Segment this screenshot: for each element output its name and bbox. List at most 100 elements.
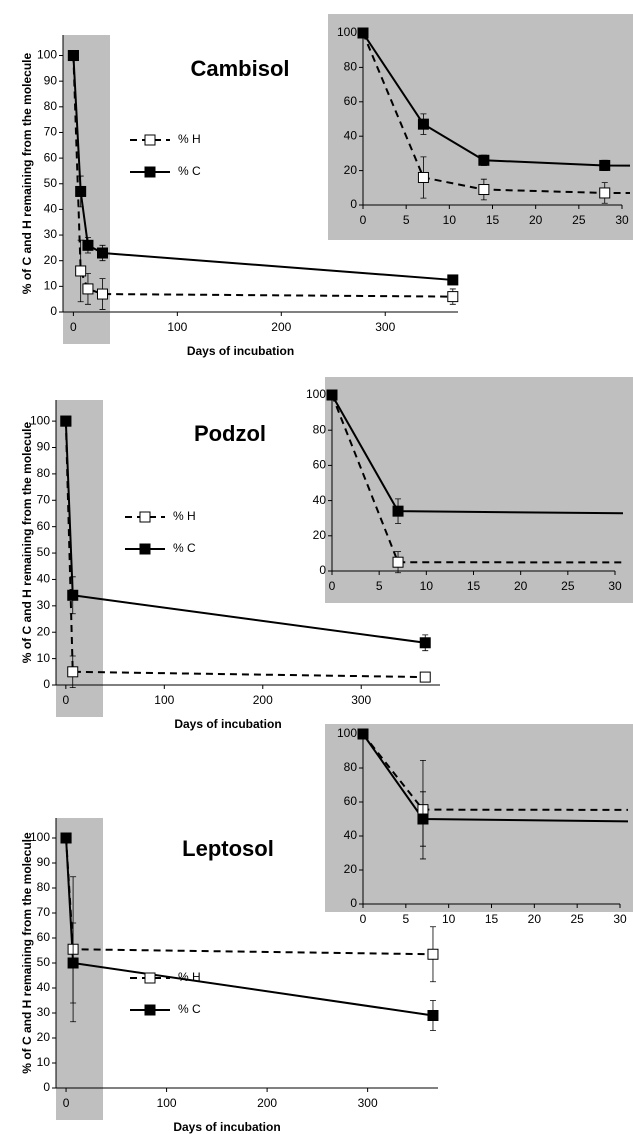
marker xyxy=(75,185,87,197)
y-tick-label: 90 xyxy=(44,73,58,87)
chart: 0 20 40 60 80 100 0 5 10 15 20 25 30 xyxy=(328,14,633,240)
legend-label: % C xyxy=(178,1002,201,1016)
legend-marker xyxy=(144,134,156,146)
legend-label: % C xyxy=(173,541,196,555)
y-tick-label: 20 xyxy=(344,163,358,177)
legend-label: % C xyxy=(178,164,201,178)
marker xyxy=(82,283,94,295)
x-tick-label: 25 xyxy=(572,213,586,227)
inset-background xyxy=(325,377,633,603)
legend-label: % H xyxy=(178,970,201,984)
y-tick-label: 70 xyxy=(44,125,58,139)
y-tick-label: 40 xyxy=(44,202,58,216)
y-tick-label: 20 xyxy=(313,528,327,542)
marker xyxy=(419,671,431,683)
x-tick-label: 5 xyxy=(376,579,383,593)
y-tick-label: 10 xyxy=(37,651,51,665)
x-tick-label: 0 xyxy=(360,912,367,926)
y-tick-label: 40 xyxy=(37,980,51,994)
y-tick-label: 70 xyxy=(37,492,51,506)
y-tick-label: 40 xyxy=(344,828,358,842)
y-tick-label: 0 xyxy=(319,563,326,577)
y-tick-label: 80 xyxy=(37,466,51,480)
y-tick-label: 0 xyxy=(350,896,357,910)
marker xyxy=(67,957,79,969)
x-tick-label: 5 xyxy=(403,213,410,227)
inset-background xyxy=(328,14,633,240)
marker xyxy=(67,50,79,62)
y-tick-label: 90 xyxy=(37,440,51,454)
marker xyxy=(478,184,490,196)
marker xyxy=(392,505,404,517)
legend-marker xyxy=(144,166,156,178)
y-tick-label: 80 xyxy=(44,99,58,113)
marker xyxy=(97,247,108,259)
marker xyxy=(60,415,72,427)
x-tick-label: 5 xyxy=(402,912,409,926)
y-tick-label: 60 xyxy=(37,930,51,944)
y-axis-title: % of C and H remaining from the molecule xyxy=(20,832,34,1074)
x-tick-label: 200 xyxy=(257,1096,277,1110)
x-tick-label: 300 xyxy=(375,320,395,334)
x-tick-label: 20 xyxy=(528,912,542,926)
plot-area xyxy=(60,415,431,689)
plot-area xyxy=(357,27,630,204)
x-tick-label: 0 xyxy=(329,579,336,593)
marker xyxy=(326,389,338,401)
x-axis-title: Days of incubation xyxy=(187,344,294,358)
plot-area xyxy=(60,832,439,1031)
x-tick-label: 10 xyxy=(420,579,434,593)
y-tick-label: 40 xyxy=(344,128,358,142)
marker xyxy=(417,171,429,183)
marker xyxy=(419,637,431,649)
marker xyxy=(599,159,611,171)
legend-label: % H xyxy=(173,509,196,523)
x-tick-label: 30 xyxy=(613,912,627,926)
y-tick-label: 20 xyxy=(44,253,58,267)
marker xyxy=(599,187,611,199)
x-axis-title: Days of incubation xyxy=(174,717,281,731)
plot-area xyxy=(326,389,623,574)
x-tick-label: 100 xyxy=(167,320,187,334)
legend-marker xyxy=(144,972,156,984)
y-axis-title: % of C and H remaining from the molecule xyxy=(20,52,34,294)
x-tick-label: 20 xyxy=(529,213,543,227)
marker xyxy=(82,239,94,251)
marker xyxy=(357,728,369,740)
x-tick-label: 0 xyxy=(63,693,70,707)
marker xyxy=(97,288,108,300)
y-tick-label: 60 xyxy=(344,94,358,108)
marker xyxy=(478,154,490,166)
y-tick-label: 20 xyxy=(344,862,358,876)
y-tick-label: 0 xyxy=(43,677,50,691)
y-tick-label: 40 xyxy=(37,572,51,586)
y-tick-label: 30 xyxy=(37,1005,51,1019)
y-tick-label: 0 xyxy=(50,304,57,318)
x-tick-label: 25 xyxy=(570,912,584,926)
y-tick-label: 50 xyxy=(37,955,51,969)
marker xyxy=(67,589,79,601)
plot-area xyxy=(357,728,628,860)
marker xyxy=(60,832,72,844)
x-tick-label: 0 xyxy=(360,213,367,227)
y-tick-label: 50 xyxy=(37,545,51,559)
x-tick-label: 30 xyxy=(615,213,629,227)
y-tick-label: 0 xyxy=(350,197,357,211)
x-tick-label: 15 xyxy=(467,579,481,593)
y-tick-label: 80 xyxy=(313,422,327,436)
y-tick-label: 10 xyxy=(37,1055,51,1069)
x-tick-label: 0 xyxy=(63,1096,70,1110)
y-axis-title: % of C and H remaining from the molecule xyxy=(20,421,34,663)
chart-title: Leptosol xyxy=(182,836,274,861)
y-tick-label: 100 xyxy=(30,413,50,427)
y-tick-label: 40 xyxy=(313,493,327,507)
chart-title: Cambisol xyxy=(190,56,289,81)
legend-marker xyxy=(139,543,151,555)
x-axis-title: Days of incubation xyxy=(173,1120,280,1134)
marker xyxy=(75,265,87,277)
shaded-region xyxy=(56,400,103,717)
y-tick-label: 0 xyxy=(43,1080,50,1094)
shaded-region xyxy=(56,818,103,1120)
